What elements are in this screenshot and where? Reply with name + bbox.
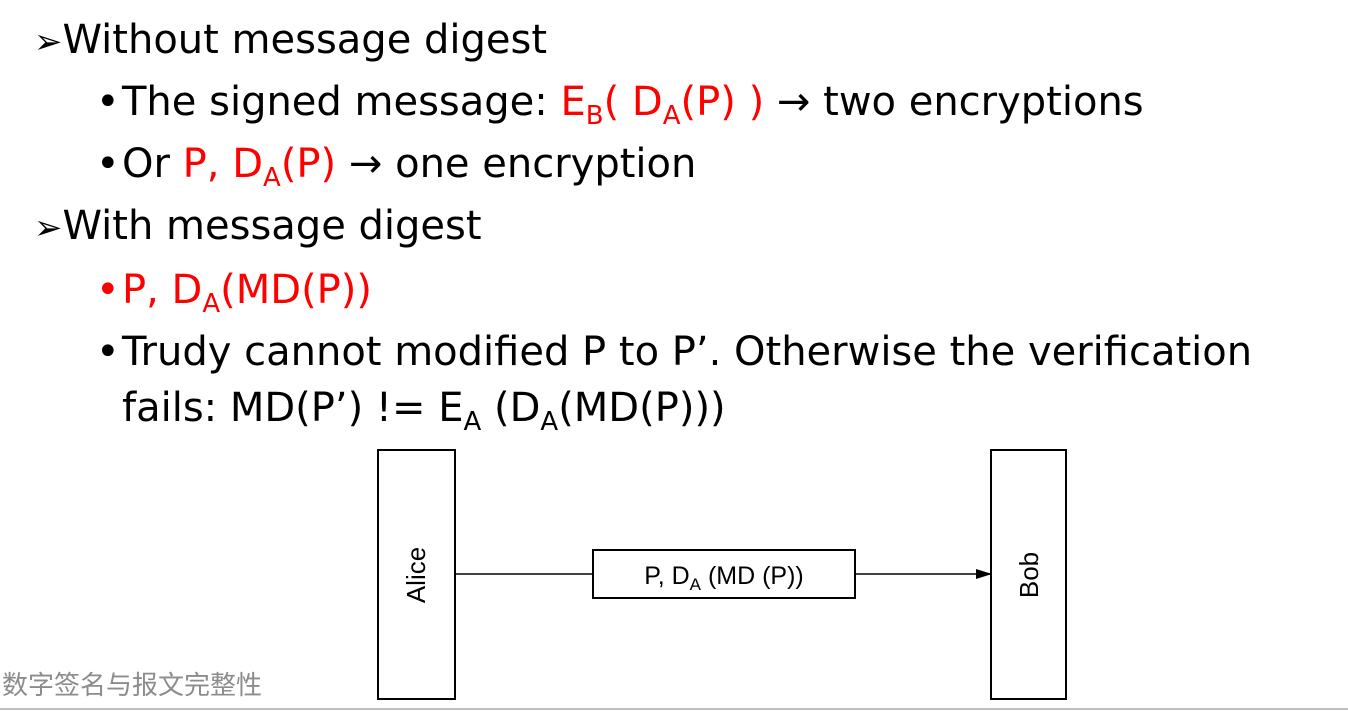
- formula-tail: (MD(P))): [558, 385, 726, 431]
- formula-pd: P, D: [122, 267, 203, 313]
- bullet-text-suffix: → two encryptions: [764, 79, 1144, 125]
- bullet-dot-icon: •: [96, 329, 120, 375]
- formula-d-subscript: A: [263, 163, 281, 193]
- formula-e: E: [560, 79, 586, 125]
- message-subscript: A: [690, 575, 702, 594]
- formula-tail: (P) ): [680, 79, 765, 125]
- formula-d-subscript: A: [540, 407, 559, 437]
- formula-tail: (MD(P)): [220, 267, 373, 313]
- verification-text: fails: MD(P’) != E: [122, 385, 464, 431]
- bullet-signed-message: •The signed message: EB( DA(P) ) → two e…: [96, 78, 1144, 129]
- formula-d-subscript: A: [662, 101, 681, 131]
- arrow-bullet-icon: ➢: [34, 208, 63, 248]
- bob-box: [990, 449, 1067, 700]
- bullet-trudy-continued: fails: MD(P’) != EA (DA(MD(P))): [122, 384, 726, 435]
- slide-footer: 数字签名与报文完整性: [2, 671, 263, 701]
- alice-label: Alice: [401, 547, 431, 603]
- formula-e-subscript: B: [585, 101, 604, 131]
- message-main: P, D: [644, 562, 689, 590]
- heading-without-digest: ➢Without message digest: [34, 16, 547, 66]
- footer-divider: [0, 708, 1348, 710]
- message-label: P, DA (MD (P)): [644, 562, 804, 594]
- arrow-bullet-icon: ➢: [34, 22, 63, 62]
- bullet-text-prefix: Or: [122, 141, 183, 187]
- heading-text: With message digest: [62, 203, 482, 249]
- formula-d: (D: [481, 385, 541, 431]
- formula-d-subscript: A: [202, 289, 221, 319]
- bullet-dot-icon: •: [96, 141, 120, 187]
- bullet-dot-icon: •: [96, 79, 120, 125]
- message-box: [592, 549, 856, 599]
- heading-with-digest: ➢With message digest: [34, 202, 482, 252]
- bullet-text-suffix: → one encryption: [336, 141, 697, 187]
- formula-tail: (P): [280, 141, 337, 187]
- bullet-trudy: •Trudy cannot modified P to P’. Otherwis…: [96, 328, 1252, 376]
- bob-label: Bob: [1014, 552, 1044, 598]
- bullet-dot-icon: •: [96, 267, 120, 313]
- message-tail: (MD (P)): [701, 562, 804, 590]
- formula-d: ( D: [603, 79, 663, 125]
- bullet-digest-signature: •P, DA(MD(P)): [96, 266, 373, 317]
- bullet-or-one-encryption: •Or P, DA(P) → one encryption: [96, 140, 697, 191]
- bullet-text-prefix: The signed message:: [122, 79, 561, 125]
- bullet-line-1: Trudy cannot modified P to P’. Otherwise…: [122, 329, 1253, 375]
- formula-e-subscript: A: [463, 407, 482, 437]
- heading-text: Without message digest: [62, 17, 548, 63]
- formula-pd: P, D: [182, 141, 264, 187]
- alice-box: [377, 449, 456, 700]
